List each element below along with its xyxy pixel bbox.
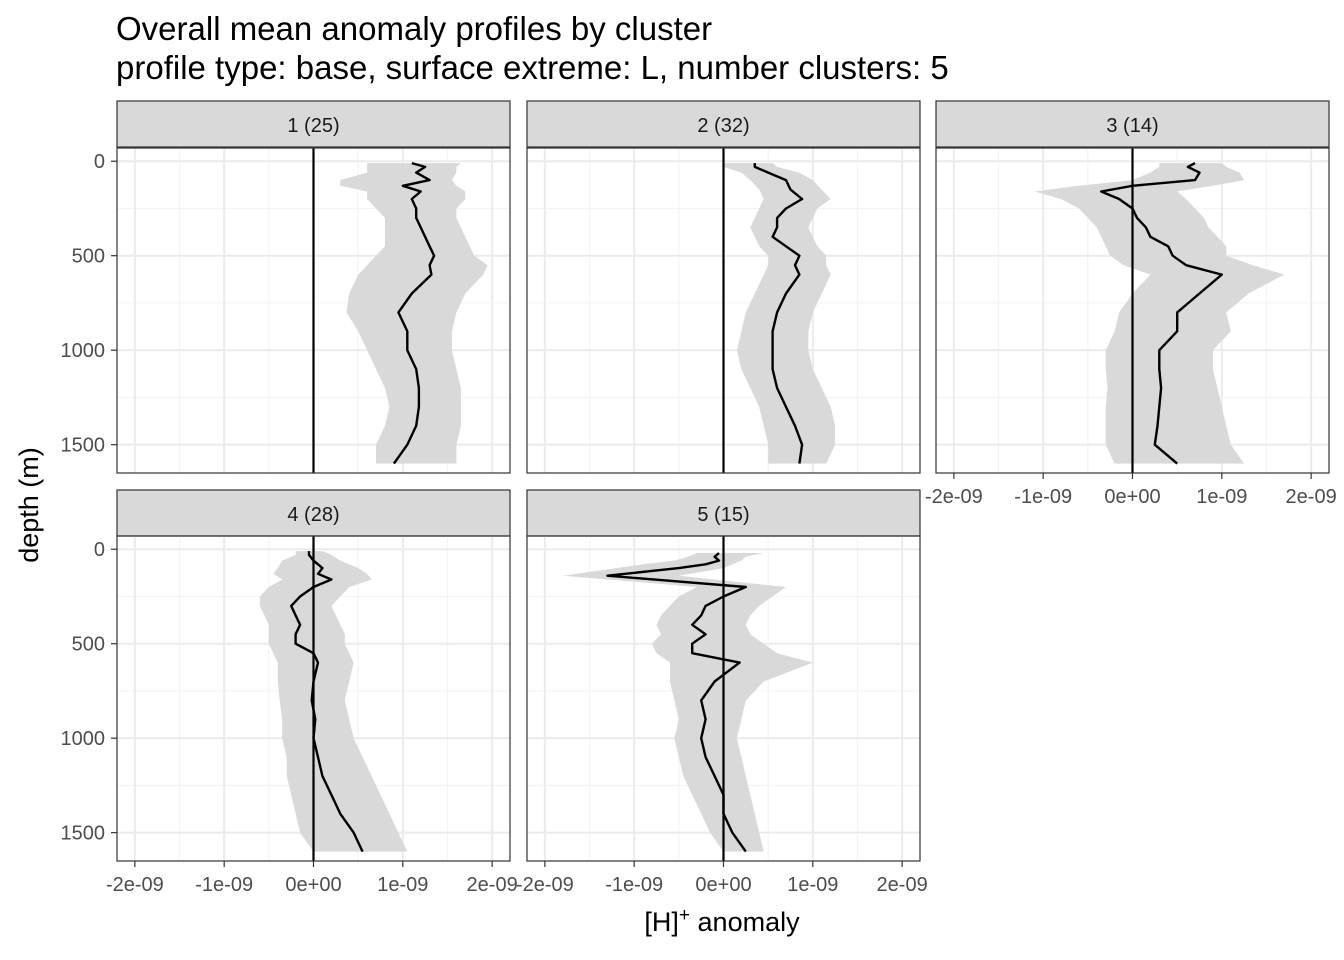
ribbon-range bbox=[562, 553, 813, 852]
panel-border bbox=[526, 147, 921, 474]
y-tick-label: 1500 bbox=[61, 823, 106, 845]
ribbon-range bbox=[723, 163, 836, 464]
x-tick-label: 1e-09 bbox=[1196, 486, 1247, 508]
facet-strip-label: 3 (14) bbox=[1106, 115, 1158, 137]
x-tick-label: -1e-09 bbox=[1014, 486, 1072, 508]
x-tick-label: -2e-09 bbox=[925, 486, 983, 508]
y-tick-label: 1000 bbox=[61, 340, 106, 362]
y-tick-label: 500 bbox=[72, 634, 105, 656]
ribbon-range bbox=[1034, 163, 1285, 464]
panel-border bbox=[116, 147, 511, 474]
facet-strip bbox=[526, 489, 921, 537]
x-tick-label: 1e-09 bbox=[377, 874, 428, 896]
x-tick-label: -2e-09 bbox=[106, 874, 164, 896]
x-axis-label-superscript: + bbox=[679, 905, 690, 926]
panel-4: 4 (28) 0 500 1000 1500 -2e-09 -1e-09 0e+00 1e-09… bbox=[61, 489, 518, 896]
ribbon-range bbox=[340, 163, 488, 464]
y-tick-label: 0 bbox=[94, 539, 105, 561]
facet-strip-label: 4 (28) bbox=[287, 504, 339, 526]
x-axis-label-main: [H] bbox=[644, 907, 679, 937]
y-axis-label: depth (m) bbox=[14, 447, 44, 563]
panel-2: 2 (32) bbox=[526, 100, 921, 474]
chart-title: Overall mean anomaly profiles by cluster bbox=[116, 10, 712, 47]
mean-profile-line bbox=[606, 552, 747, 853]
y-tick-label: 0 bbox=[94, 151, 105, 173]
facet-strip-label: 5 (15) bbox=[697, 504, 749, 526]
x-tick-label: 0e+00 bbox=[695, 874, 751, 896]
mean-profile-line bbox=[753, 163, 804, 464]
facet-strip-label: 1 (25) bbox=[287, 115, 339, 137]
x-axis-label-suffix: anomaly bbox=[690, 907, 800, 937]
panel-5: 5 (15) -2e-09 -1e-09 0e+00 1e-09 2e-09 bbox=[516, 489, 928, 896]
facet-strip-label: 2 (32) bbox=[697, 115, 749, 137]
chart-subtitle: profile type: base, surface extreme: L, … bbox=[116, 49, 949, 86]
x-tick-label: 1e-09 bbox=[787, 874, 838, 896]
facet-panels: 1 (25) 0 500 1000 1500 2 (32) 3 (14) -2e-09 -1e-… bbox=[61, 100, 1337, 896]
y-tick-label: 500 bbox=[72, 246, 105, 268]
facet-strip bbox=[526, 100, 921, 148]
mean-profile-line bbox=[290, 551, 364, 853]
x-tick-label: -2e-09 bbox=[516, 874, 574, 896]
facet-strip bbox=[116, 100, 511, 148]
facet-strip bbox=[935, 100, 1330, 148]
facet-strip bbox=[116, 489, 511, 537]
x-tick-label: 2e-09 bbox=[877, 874, 928, 896]
x-tick-label: -1e-09 bbox=[605, 874, 663, 896]
mean-profile-line bbox=[392, 161, 436, 465]
mean-profile-line bbox=[1099, 162, 1224, 465]
y-tick-label: 1000 bbox=[61, 728, 106, 750]
ribbon-range bbox=[259, 551, 408, 852]
panel-1: 1 (25) 0 500 1000 1500 bbox=[61, 100, 511, 474]
x-tick-label: 0e+00 bbox=[1104, 486, 1160, 508]
x-tick-label: -1e-09 bbox=[195, 874, 253, 896]
x-axis-label: [H]+ anomaly bbox=[644, 905, 800, 937]
x-tick-label: 0e+00 bbox=[285, 874, 341, 896]
panel-3: 3 (14) -2e-09 -1e-09 0e+00 1e-09 2e-09 bbox=[925, 100, 1337, 508]
x-tick-label: 2e-09 bbox=[467, 874, 518, 896]
y-tick-label: 1500 bbox=[61, 435, 106, 457]
x-tick-label: 2e-09 bbox=[1286, 486, 1337, 508]
